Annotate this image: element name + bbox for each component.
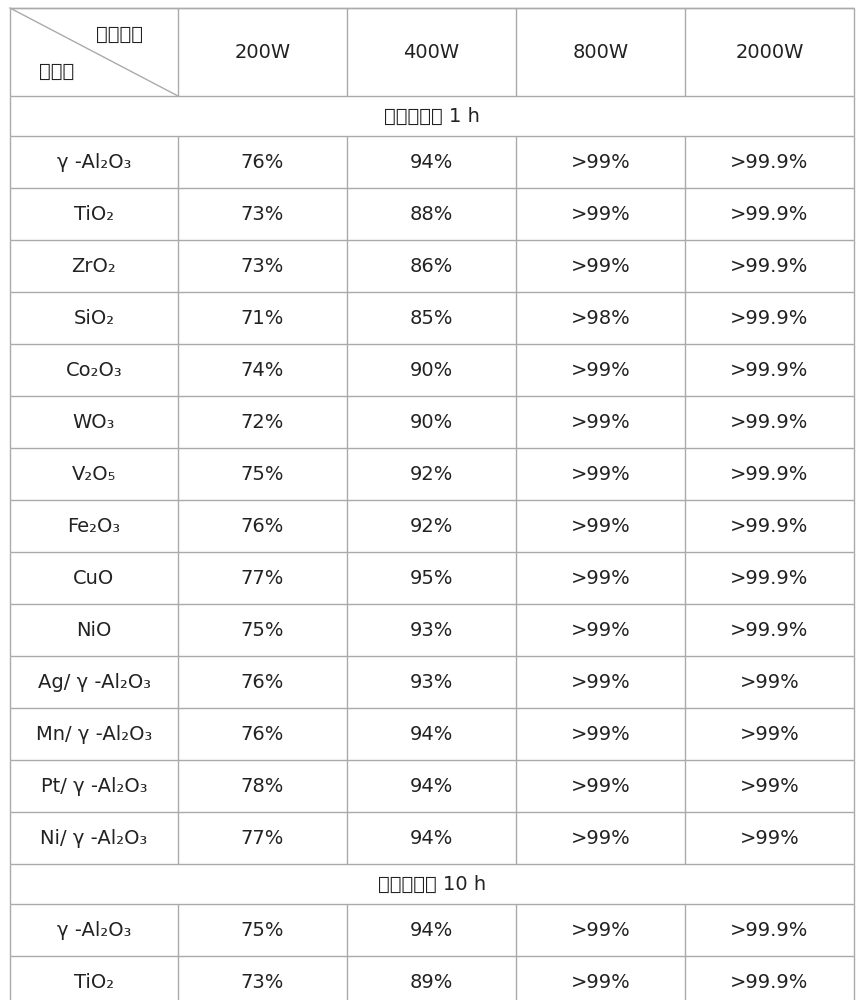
Text: 85%: 85% — [410, 308, 454, 328]
Text: 傅化剂: 傅化剂 — [40, 62, 74, 81]
Text: 77%: 77% — [241, 828, 284, 848]
Text: >99%: >99% — [740, 828, 799, 848]
Text: 88%: 88% — [410, 205, 454, 224]
Text: >99.9%: >99.9% — [730, 568, 809, 587]
Text: >99%: >99% — [570, 620, 631, 640]
Text: >99%: >99% — [570, 360, 631, 379]
Text: >99.9%: >99.9% — [730, 920, 809, 940]
Text: >99%: >99% — [570, 724, 631, 744]
Text: 93%: 93% — [410, 620, 454, 640]
Text: 微波功率: 微波功率 — [96, 25, 143, 44]
Text: 2000W: 2000W — [735, 42, 804, 62]
Text: 800W: 800W — [573, 42, 629, 62]
Text: 74%: 74% — [241, 360, 284, 379]
Text: TiO₂: TiO₂ — [74, 205, 114, 224]
Text: 取样时间： 1 h: 取样时间： 1 h — [384, 106, 480, 125]
Text: >99%: >99% — [570, 972, 631, 992]
Text: Ag/ γ -Al₂O₃: Ag/ γ -Al₂O₃ — [37, 672, 150, 692]
Text: 75%: 75% — [241, 620, 284, 640]
Text: >98%: >98% — [570, 308, 631, 328]
Text: >99.9%: >99.9% — [730, 152, 809, 172]
Text: >99.9%: >99.9% — [730, 360, 809, 379]
Text: 76%: 76% — [241, 516, 284, 536]
Text: γ -Al₂O₃: γ -Al₂O₃ — [57, 920, 131, 940]
Text: 86%: 86% — [410, 256, 454, 275]
Text: 93%: 93% — [410, 672, 454, 692]
Text: 73%: 73% — [241, 256, 284, 275]
Text: >99%: >99% — [570, 464, 631, 484]
Text: 89%: 89% — [410, 972, 454, 992]
Text: WO₃: WO₃ — [73, 412, 115, 432]
Text: CuO: CuO — [73, 568, 115, 587]
Text: >99.9%: >99.9% — [730, 308, 809, 328]
Text: 90%: 90% — [410, 412, 453, 432]
Text: Ni/ γ -Al₂O₃: Ni/ γ -Al₂O₃ — [41, 828, 148, 848]
Text: 73%: 73% — [241, 972, 284, 992]
Text: 77%: 77% — [241, 568, 284, 587]
Text: >99%: >99% — [570, 152, 631, 172]
Text: TiO₂: TiO₂ — [74, 972, 114, 992]
Text: >99%: >99% — [570, 672, 631, 692]
Text: Fe₂O₃: Fe₂O₃ — [67, 516, 121, 536]
Text: V₂O₅: V₂O₅ — [72, 464, 116, 484]
Text: 200W: 200W — [234, 42, 290, 62]
Text: 72%: 72% — [241, 412, 284, 432]
Text: >99.9%: >99.9% — [730, 412, 809, 432]
Text: >99%: >99% — [570, 828, 631, 848]
Text: >99.9%: >99.9% — [730, 464, 809, 484]
Text: 73%: 73% — [241, 205, 284, 224]
Text: 92%: 92% — [410, 464, 454, 484]
Text: 94%: 94% — [410, 920, 454, 940]
Text: 400W: 400W — [403, 42, 460, 62]
Text: 71%: 71% — [241, 308, 284, 328]
Text: >99.9%: >99.9% — [730, 620, 809, 640]
Text: >99%: >99% — [570, 920, 631, 940]
Text: 90%: 90% — [410, 360, 453, 379]
Text: SiO₂: SiO₂ — [73, 308, 115, 328]
Text: 92%: 92% — [410, 516, 454, 536]
Text: >99.9%: >99.9% — [730, 256, 809, 275]
Text: 94%: 94% — [410, 152, 454, 172]
Text: 75%: 75% — [241, 464, 284, 484]
Text: NiO: NiO — [76, 620, 111, 640]
Text: ZrO₂: ZrO₂ — [72, 256, 117, 275]
Text: >99%: >99% — [570, 776, 631, 796]
Text: 75%: 75% — [241, 920, 284, 940]
Text: Mn/ γ -Al₂O₃: Mn/ γ -Al₂O₃ — [36, 724, 152, 744]
Text: >99%: >99% — [570, 205, 631, 224]
Text: 76%: 76% — [241, 724, 284, 744]
Text: 78%: 78% — [241, 776, 284, 796]
Text: 76%: 76% — [241, 152, 284, 172]
Text: Pt/ γ -Al₂O₃: Pt/ γ -Al₂O₃ — [41, 776, 147, 796]
Text: >99.9%: >99.9% — [730, 972, 809, 992]
Text: >99.9%: >99.9% — [730, 205, 809, 224]
Text: 76%: 76% — [241, 672, 284, 692]
Text: >99%: >99% — [740, 724, 799, 744]
Text: >99%: >99% — [740, 672, 799, 692]
Text: Co₂O₃: Co₂O₃ — [66, 360, 123, 379]
Text: 94%: 94% — [410, 776, 454, 796]
Text: >99%: >99% — [570, 516, 631, 536]
Text: >99%: >99% — [570, 568, 631, 587]
Text: >99%: >99% — [570, 412, 631, 432]
Text: 取样时间： 10 h: 取样时间： 10 h — [378, 874, 486, 894]
Text: >99%: >99% — [570, 256, 631, 275]
Text: 95%: 95% — [410, 568, 454, 587]
Text: 94%: 94% — [410, 724, 454, 744]
Text: >99%: >99% — [740, 776, 799, 796]
Text: >99.9%: >99.9% — [730, 516, 809, 536]
Text: γ -Al₂O₃: γ -Al₂O₃ — [57, 152, 131, 172]
Text: 94%: 94% — [410, 828, 454, 848]
